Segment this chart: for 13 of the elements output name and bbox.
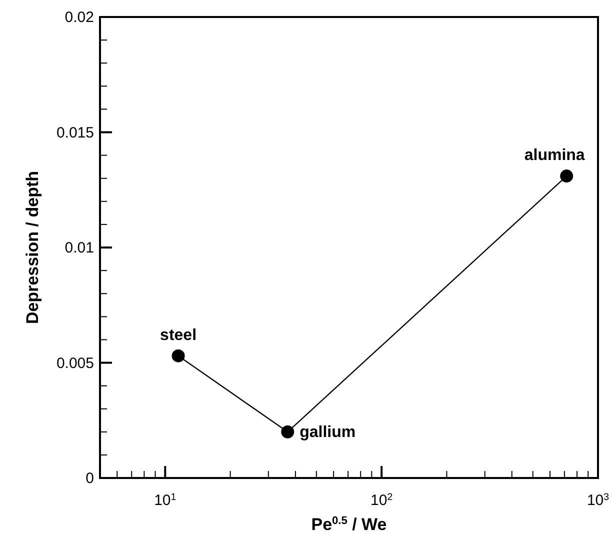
x-axis-title: Pe$^{0.5}$ / We: [311, 515, 387, 534]
y-tick-label: 0.02: [64, 9, 94, 26]
x-tick-label: 10$^{1}$: [154, 492, 176, 509]
y-axis-title: Depression / depth: [23, 170, 42, 324]
y-tick-label: 0.015: [56, 124, 94, 142]
y-tick-label: 0.01: [64, 240, 94, 256]
annotation: gallium: [300, 424, 356, 441]
annotation: alumina: [524, 147, 585, 164]
x-tick-label: 10$^{3}$: [586, 492, 610, 509]
x-tick-label: 10$^{2}$: [370, 492, 393, 509]
y-tick-label: 0.005: [56, 354, 94, 372]
annotation: steel: [160, 326, 197, 344]
y-tick-label: 0: [86, 470, 94, 487]
